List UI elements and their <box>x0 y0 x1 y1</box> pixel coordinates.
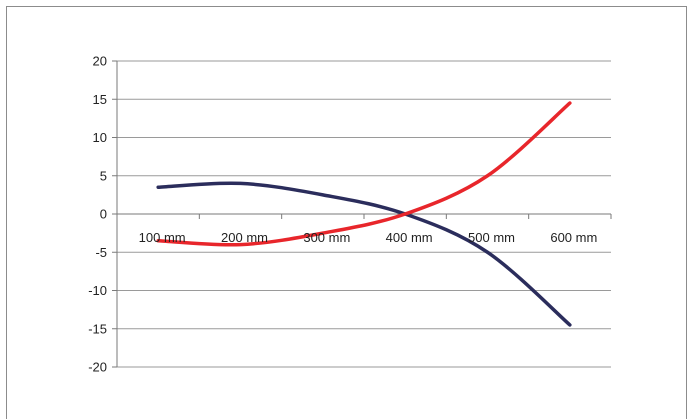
x-tick-label: 100 mm <box>139 230 186 245</box>
x-tick-label: 600 mm <box>550 230 597 245</box>
y-tick-label: 20 <box>93 54 107 69</box>
axes <box>112 60 612 368</box>
y-tick-label: 5 <box>100 168 107 183</box>
gridlines <box>117 60 611 368</box>
x-tick-label: 400 mm <box>386 230 433 245</box>
series-line-2 <box>156 101 572 247</box>
y-tick-label: -5 <box>95 245 107 260</box>
y-tick-label: -20 <box>88 360 107 375</box>
y-tick-label: 10 <box>93 130 107 145</box>
series-lines <box>156 101 572 327</box>
y-tick-label: -15 <box>88 321 107 336</box>
y-tick-label: 0 <box>100 207 107 222</box>
x-tick-labels: 100 mm 200 mm 300 mm 400 mm 500 mm 600 m… <box>139 230 598 245</box>
x-tick-label: 500 mm <box>468 230 515 245</box>
series-line-1 <box>156 181 572 327</box>
chart-frame <box>6 6 687 419</box>
y-tick-labels: 20 15 10 5 0 -5 -10 -15 -20 <box>88 54 107 375</box>
y-tick-label: 15 <box>93 92 107 107</box>
y-tick-label: -10 <box>88 283 107 298</box>
x-tick-label: 300 mm <box>303 230 350 245</box>
x-tick-label: 200 mm <box>221 230 268 245</box>
